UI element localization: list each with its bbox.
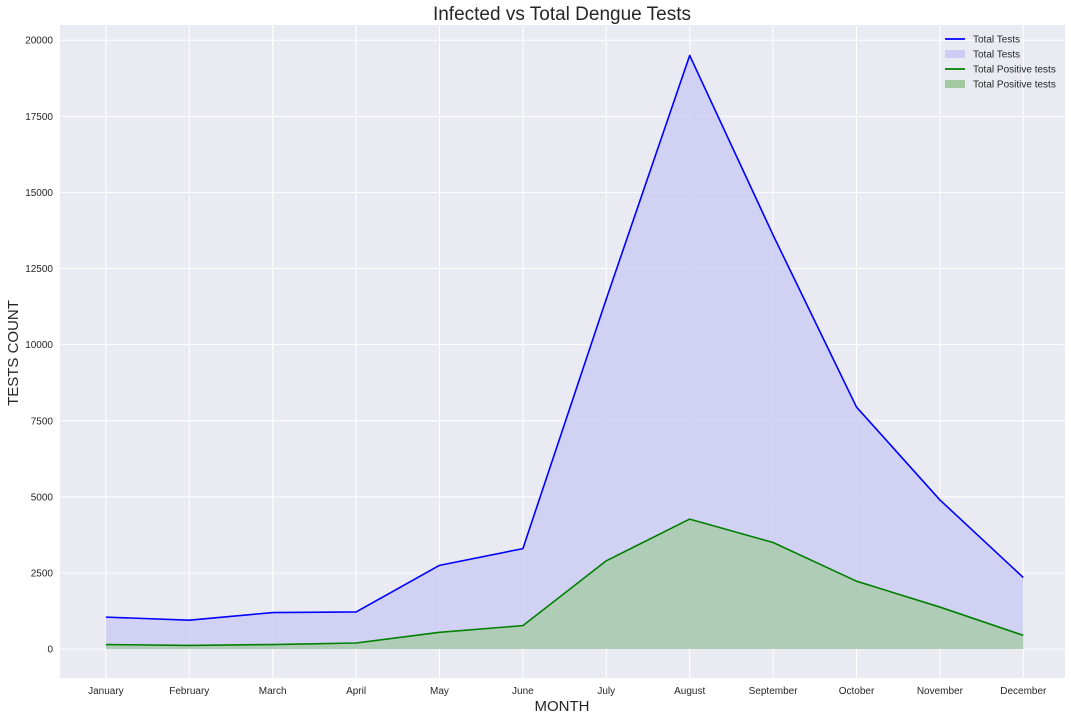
x-tick-label: August — [674, 686, 705, 697]
series-area-total-tests — [105, 55, 1024, 650]
legend-label: Total Positive tests — [973, 65, 1056, 76]
x-tick-label: September — [749, 686, 799, 697]
series-group — [105, 54, 1024, 650]
x-tick-label: March — [259, 686, 287, 697]
x-tick-label: April — [346, 686, 366, 697]
y-tick-label: 17500 — [25, 112, 53, 123]
y-tick-label: 2500 — [31, 568, 54, 579]
y-tick-label: 20000 — [25, 36, 53, 47]
legend-patch-swatch — [945, 50, 965, 58]
x-tick-label: June — [512, 686, 534, 697]
series-line-total-positive-tests — [105, 518, 1024, 647]
y-tick-label: 12500 — [25, 264, 53, 275]
legend-label: Total Tests — [973, 35, 1020, 46]
x-tick-label: May — [430, 686, 449, 697]
x-tick-label: November — [917, 686, 964, 697]
x-axis-label: MONTH — [535, 698, 590, 715]
series-area-total-positive-tests — [105, 519, 1024, 650]
y-tick-label: 15000 — [25, 188, 53, 199]
legend-patch-swatch — [945, 80, 965, 88]
tick-labels: January February March April May June July Augu… — [25, 36, 1047, 697]
x-tick-label: October — [839, 686, 875, 697]
legend-label: Total Positive tests — [973, 80, 1056, 91]
x-tick-label: January — [88, 686, 124, 697]
series-line-total-tests — [105, 54, 1024, 621]
legend-label: Total Tests — [973, 50, 1020, 61]
y-tick-label: 0 — [47, 645, 53, 656]
legend: Total Tests Total Tests Total Positive tes… — [945, 35, 1056, 91]
y-tick-label: 5000 — [31, 492, 54, 503]
x-tick-label: February — [169, 686, 209, 697]
y-tick-label: 7500 — [31, 416, 54, 427]
x-tick-label: July — [597, 686, 615, 697]
y-tick-label: 10000 — [25, 340, 53, 351]
x-tick-label: December — [1000, 686, 1047, 697]
y-axis-label: TESTS COUNT — [5, 300, 22, 406]
chart-title: Infected vs Total Dengue Tests — [433, 4, 691, 25]
